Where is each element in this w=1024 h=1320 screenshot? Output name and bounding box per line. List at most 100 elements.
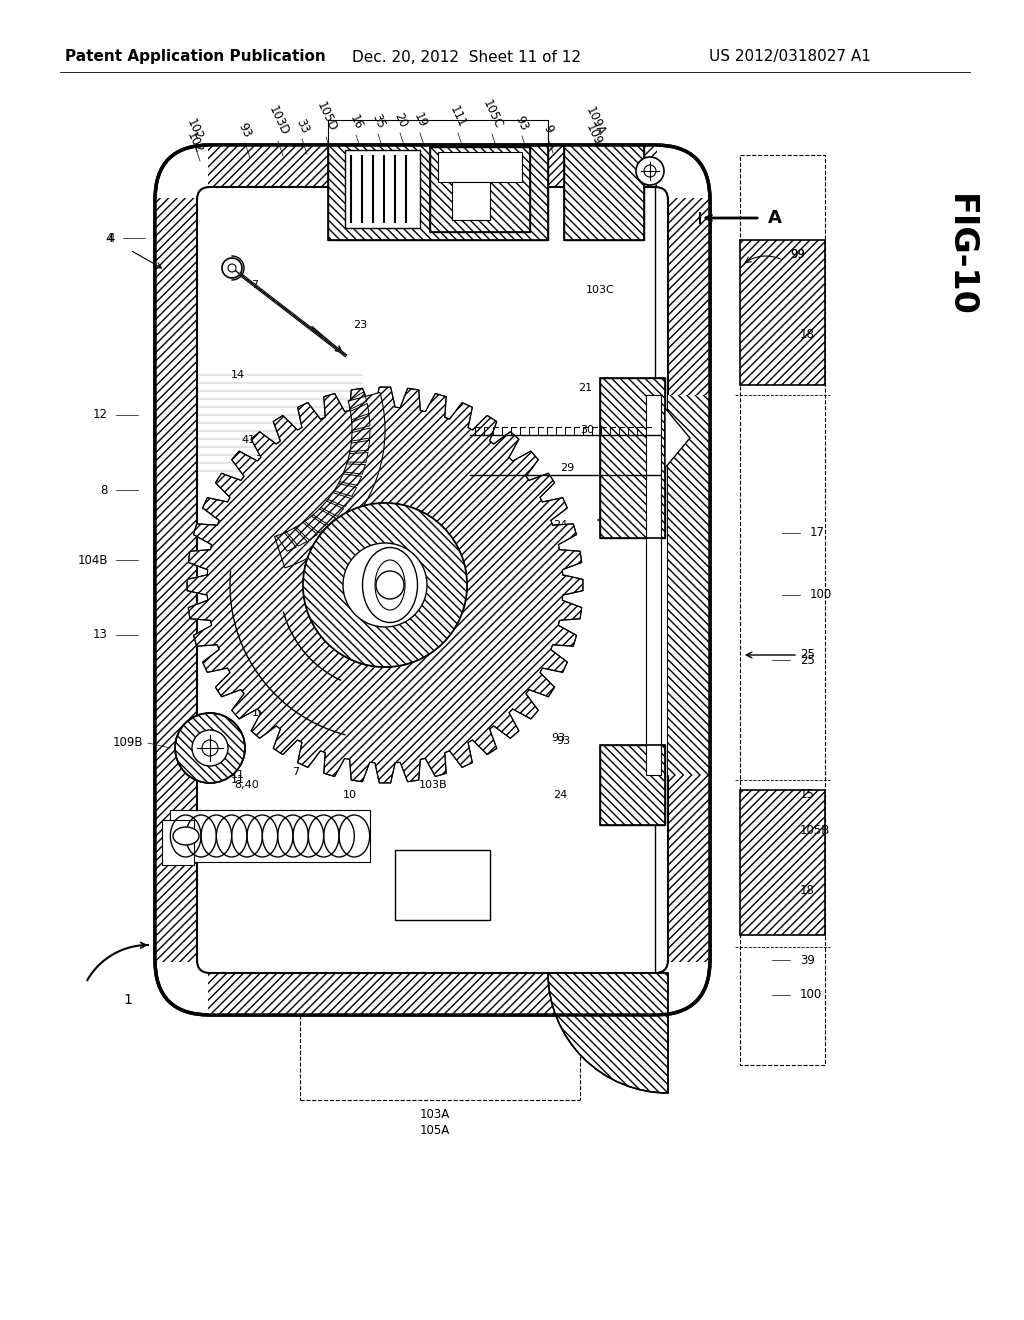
Ellipse shape (362, 548, 418, 623)
Text: 4: 4 (108, 231, 115, 244)
Text: 93: 93 (556, 737, 570, 746)
Text: 19: 19 (411, 111, 429, 129)
Text: 109A: 109A (583, 121, 607, 154)
Text: 18: 18 (800, 329, 815, 342)
Bar (646, 395, 662, 775)
Text: 105D: 105D (313, 100, 339, 135)
Text: 4: 4 (105, 231, 113, 244)
Text: 29: 29 (560, 463, 574, 473)
Text: 104B: 104B (78, 553, 108, 566)
Circle shape (376, 572, 404, 599)
Bar (600, 378, 665, 539)
Bar (328, 145, 548, 240)
Text: 16: 16 (347, 114, 366, 132)
FancyBboxPatch shape (155, 145, 710, 1015)
Polygon shape (665, 408, 690, 469)
Text: 107: 107 (252, 708, 272, 718)
Text: 100: 100 (800, 989, 822, 1002)
Text: 109A: 109A (583, 106, 607, 139)
Circle shape (636, 157, 664, 185)
Text: 17: 17 (810, 527, 825, 540)
Bar (208, 973, 657, 1015)
Wedge shape (655, 201, 710, 255)
Text: A: A (768, 209, 782, 227)
Text: 109B: 109B (113, 737, 143, 750)
Bar (600, 744, 665, 825)
Text: 105B: 105B (800, 824, 830, 837)
Bar (564, 145, 644, 240)
Wedge shape (655, 906, 710, 960)
Text: 18: 18 (800, 883, 815, 896)
Bar (162, 820, 194, 865)
Text: 103A: 103A (420, 1109, 451, 1122)
Text: 103C: 103C (586, 285, 614, 294)
Bar (430, 147, 530, 232)
Text: 93: 93 (236, 121, 254, 140)
Text: 43: 43 (383, 492, 397, 503)
Polygon shape (187, 387, 583, 783)
Text: 103D: 103D (265, 104, 291, 139)
Text: 31: 31 (273, 480, 287, 490)
Text: 30: 30 (255, 455, 269, 465)
Text: 23: 23 (353, 319, 367, 330)
Text: 13: 13 (93, 628, 108, 642)
Bar (345, 150, 420, 228)
Text: 7: 7 (293, 767, 300, 777)
Text: 99: 99 (790, 248, 805, 261)
Text: 25: 25 (800, 648, 815, 661)
Text: 22: 22 (468, 490, 482, 500)
Text: 10: 10 (343, 789, 357, 800)
Text: 11: 11 (231, 770, 245, 780)
Text: 8: 8 (100, 483, 108, 496)
Wedge shape (155, 201, 210, 255)
Bar (438, 152, 522, 182)
Text: 39: 39 (800, 953, 815, 966)
Text: 9: 9 (327, 723, 334, 733)
Bar (740, 240, 825, 385)
Circle shape (343, 543, 427, 627)
Text: 111: 111 (447, 104, 469, 129)
Text: 15: 15 (800, 788, 815, 801)
Bar (395, 850, 490, 920)
Text: Patent Application Publication: Patent Application Publication (65, 49, 326, 65)
Text: 12: 12 (93, 408, 108, 421)
Bar (155, 198, 197, 962)
Circle shape (228, 264, 236, 272)
Text: 31: 31 (475, 457, 489, 467)
Wedge shape (155, 906, 210, 960)
Bar (208, 145, 657, 187)
Text: 14: 14 (231, 370, 245, 380)
Text: 105A: 105A (420, 1123, 451, 1137)
Text: 113: 113 (345, 543, 367, 553)
Text: 104A: 104A (208, 758, 237, 768)
Text: 105C: 105C (479, 98, 505, 131)
Text: 25: 25 (800, 653, 815, 667)
Bar (452, 182, 490, 220)
Bar (170, 810, 370, 862)
Text: 102: 102 (184, 131, 206, 156)
Text: 11: 11 (231, 775, 245, 785)
Bar (328, 145, 548, 240)
Text: 33: 33 (293, 117, 311, 136)
Text: 100: 100 (810, 589, 833, 602)
FancyBboxPatch shape (197, 187, 668, 973)
Circle shape (202, 741, 218, 756)
Text: 93: 93 (551, 733, 565, 743)
Text: Dec. 20, 2012  Sheet 11 of 12: Dec. 20, 2012 Sheet 11 of 12 (352, 49, 582, 65)
Bar (600, 744, 665, 825)
Text: 93: 93 (513, 114, 531, 133)
Text: 30: 30 (580, 425, 594, 436)
Bar (600, 378, 665, 539)
Circle shape (193, 730, 228, 766)
Circle shape (303, 503, 467, 667)
Polygon shape (274, 392, 385, 568)
Polygon shape (187, 387, 583, 783)
Bar (740, 789, 825, 935)
Circle shape (222, 257, 242, 279)
Text: 35: 35 (369, 112, 387, 131)
Text: 24: 24 (553, 520, 567, 531)
Ellipse shape (173, 828, 199, 845)
Bar (668, 198, 710, 962)
Text: 9: 9 (541, 123, 555, 135)
Circle shape (175, 713, 245, 783)
